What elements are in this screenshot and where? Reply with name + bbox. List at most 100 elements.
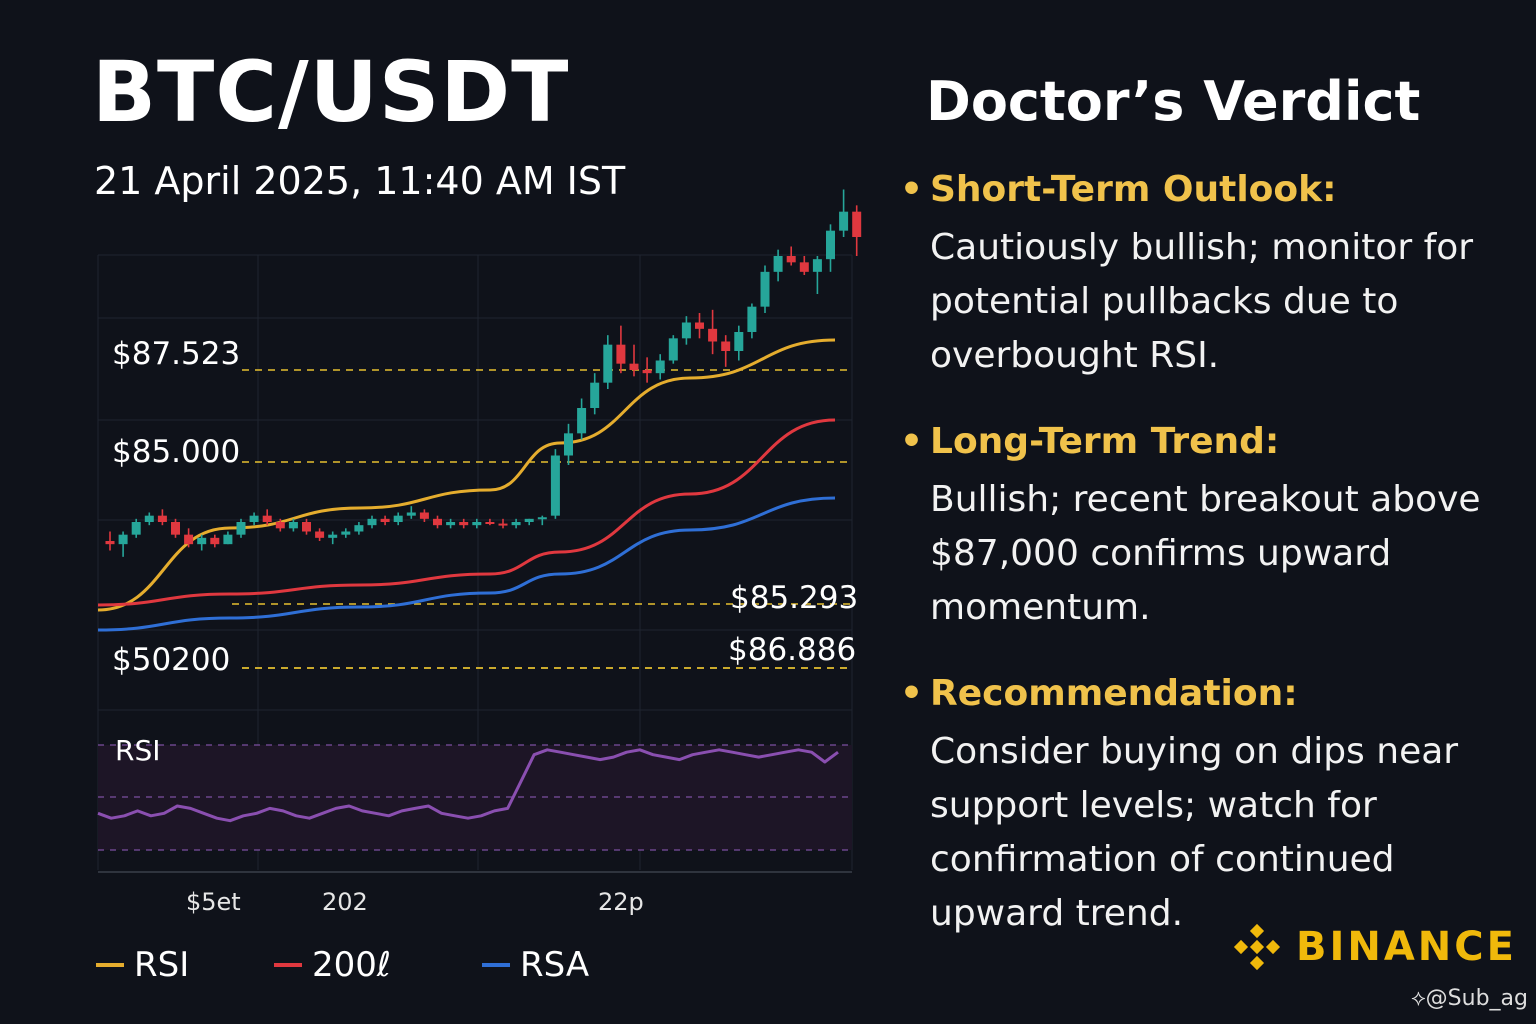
candle-body — [472, 522, 482, 526]
candle-body — [302, 522, 311, 532]
candle-body — [642, 370, 652, 374]
candle-body — [524, 518, 534, 522]
bullet-icon: • — [900, 421, 924, 462]
candle-body — [721, 341, 731, 351]
candle-body — [760, 271, 770, 307]
moving-averages — [97, 338, 836, 632]
candle-body — [236, 522, 246, 535]
candle-body — [197, 537, 207, 545]
candle-body — [550, 455, 560, 516]
candle-body — [812, 259, 822, 272]
candle-body — [210, 537, 220, 545]
candle-body — [144, 515, 154, 522]
price-level-label: $87.523 — [112, 336, 240, 372]
legend-label: 200ℓ — [312, 945, 391, 985]
legend-swatch — [274, 963, 302, 967]
candle-body — [157, 515, 167, 522]
author-handle: ⟡@Sub_ag — [1411, 986, 1528, 1011]
legend-swatch — [96, 963, 124, 967]
price-level-label: $50200 — [112, 642, 230, 678]
candle-body — [799, 262, 809, 272]
candle-body — [485, 522, 495, 524]
candle-body — [590, 382, 600, 408]
candle-body — [773, 256, 783, 272]
candle-body — [419, 512, 429, 519]
candle-body — [695, 322, 704, 329]
candle-body — [406, 512, 416, 516]
candle-body — [354, 525, 364, 532]
candle-body — [393, 515, 403, 522]
page-title: BTC/USDT — [92, 43, 570, 141]
legend-label: RSA — [520, 945, 590, 985]
candle-body — [511, 522, 521, 526]
candle-body — [826, 230, 835, 260]
bullet-icon: • — [900, 169, 924, 210]
candle-body — [249, 515, 259, 522]
candle-body — [681, 322, 691, 339]
ma-line-blue — [97, 496, 836, 632]
legend-swatch — [482, 963, 510, 967]
candle-body — [564, 433, 573, 456]
brand-name: BINANCE — [1296, 924, 1517, 970]
candle-body — [171, 522, 180, 535]
candle-body — [459, 522, 469, 526]
candle-body — [262, 515, 272, 522]
diamond-icon: ⟡ — [1411, 986, 1426, 1011]
verdict-heading: • Long-Term Trend: — [900, 421, 1280, 462]
candle-body — [498, 523, 508, 526]
candle-body — [668, 338, 678, 361]
price-level-label: $86.886 — [728, 632, 856, 668]
candle-body — [288, 522, 298, 529]
rsi-panel: RSI — [97, 734, 852, 851]
price-chart: $87.523 $85.000 $85.293 $86.886 $50200 RSI $… — [97, 189, 862, 916]
candle-body — [603, 344, 613, 383]
x-tick-label: 202 — [322, 888, 368, 916]
ma-line-yellow — [97, 338, 836, 612]
verdict-body: Bullish; recent breakout above $87,000 c… — [930, 479, 1481, 629]
candle-body — [367, 518, 377, 526]
legend-item-200: 200ℓ — [274, 945, 391, 985]
candle-body — [380, 518, 390, 522]
rsi-line — [97, 748, 839, 823]
page-subtitle: 21 April 2025, 11:40 AM IST — [94, 159, 626, 203]
legend-item-rsi: RSI — [96, 945, 189, 985]
binance-diamond-icon — [1233, 923, 1281, 971]
candle-body — [223, 534, 233, 545]
verdict-body: Cautiously bullish; monitor for potentia… — [930, 227, 1474, 377]
candle-body — [118, 534, 128, 545]
rsi-label: RSI — [115, 734, 161, 767]
candle-body — [105, 541, 115, 545]
candle-body — [852, 211, 862, 237]
candle-body — [433, 518, 442, 526]
candle-body — [708, 328, 718, 342]
price-level-label: $85.293 — [730, 580, 858, 616]
x-tick-label: $5et — [186, 888, 241, 916]
candle-body — [315, 531, 325, 538]
legend-item-rsa: RSA — [482, 945, 589, 985]
x-axis-ticks: $5et 202 22p — [186, 888, 644, 916]
verdict-section-long-term: • Long-Term Trend: Bullish; recent breako… — [900, 420, 1520, 635]
x-tick-label: 22p — [598, 888, 644, 916]
ma-line-red — [97, 418, 836, 607]
candle-body — [341, 531, 351, 535]
candle-body — [839, 211, 849, 231]
candle-body — [446, 522, 456, 526]
bullet-icon: • — [900, 673, 924, 714]
candle-body — [616, 344, 626, 364]
price-levels: $87.523 $85.000 $85.293 $86.886 $50200 — [112, 336, 858, 678]
candle-body — [131, 522, 141, 535]
verdict-title: Doctor’s Verdict — [926, 70, 1421, 133]
candle-body — [655, 360, 665, 374]
candlesticks — [105, 189, 862, 557]
candle-body — [786, 256, 796, 263]
candle-body — [747, 306, 757, 332]
candle-body — [184, 534, 194, 545]
legend-label: RSI — [134, 945, 190, 985]
candle-body — [734, 332, 744, 351]
price-level-label: $85.000 — [112, 434, 240, 470]
verdict-heading: • Short-Term Outlook: — [900, 169, 1337, 210]
verdict-section-short-term: • Short-Term Outlook: Cautiously bullish;… — [900, 168, 1520, 383]
verdict-heading: • Recommendation: — [900, 673, 1298, 714]
binance-logo: BINANCE — [1232, 922, 1517, 972]
candle-body — [629, 363, 639, 370]
